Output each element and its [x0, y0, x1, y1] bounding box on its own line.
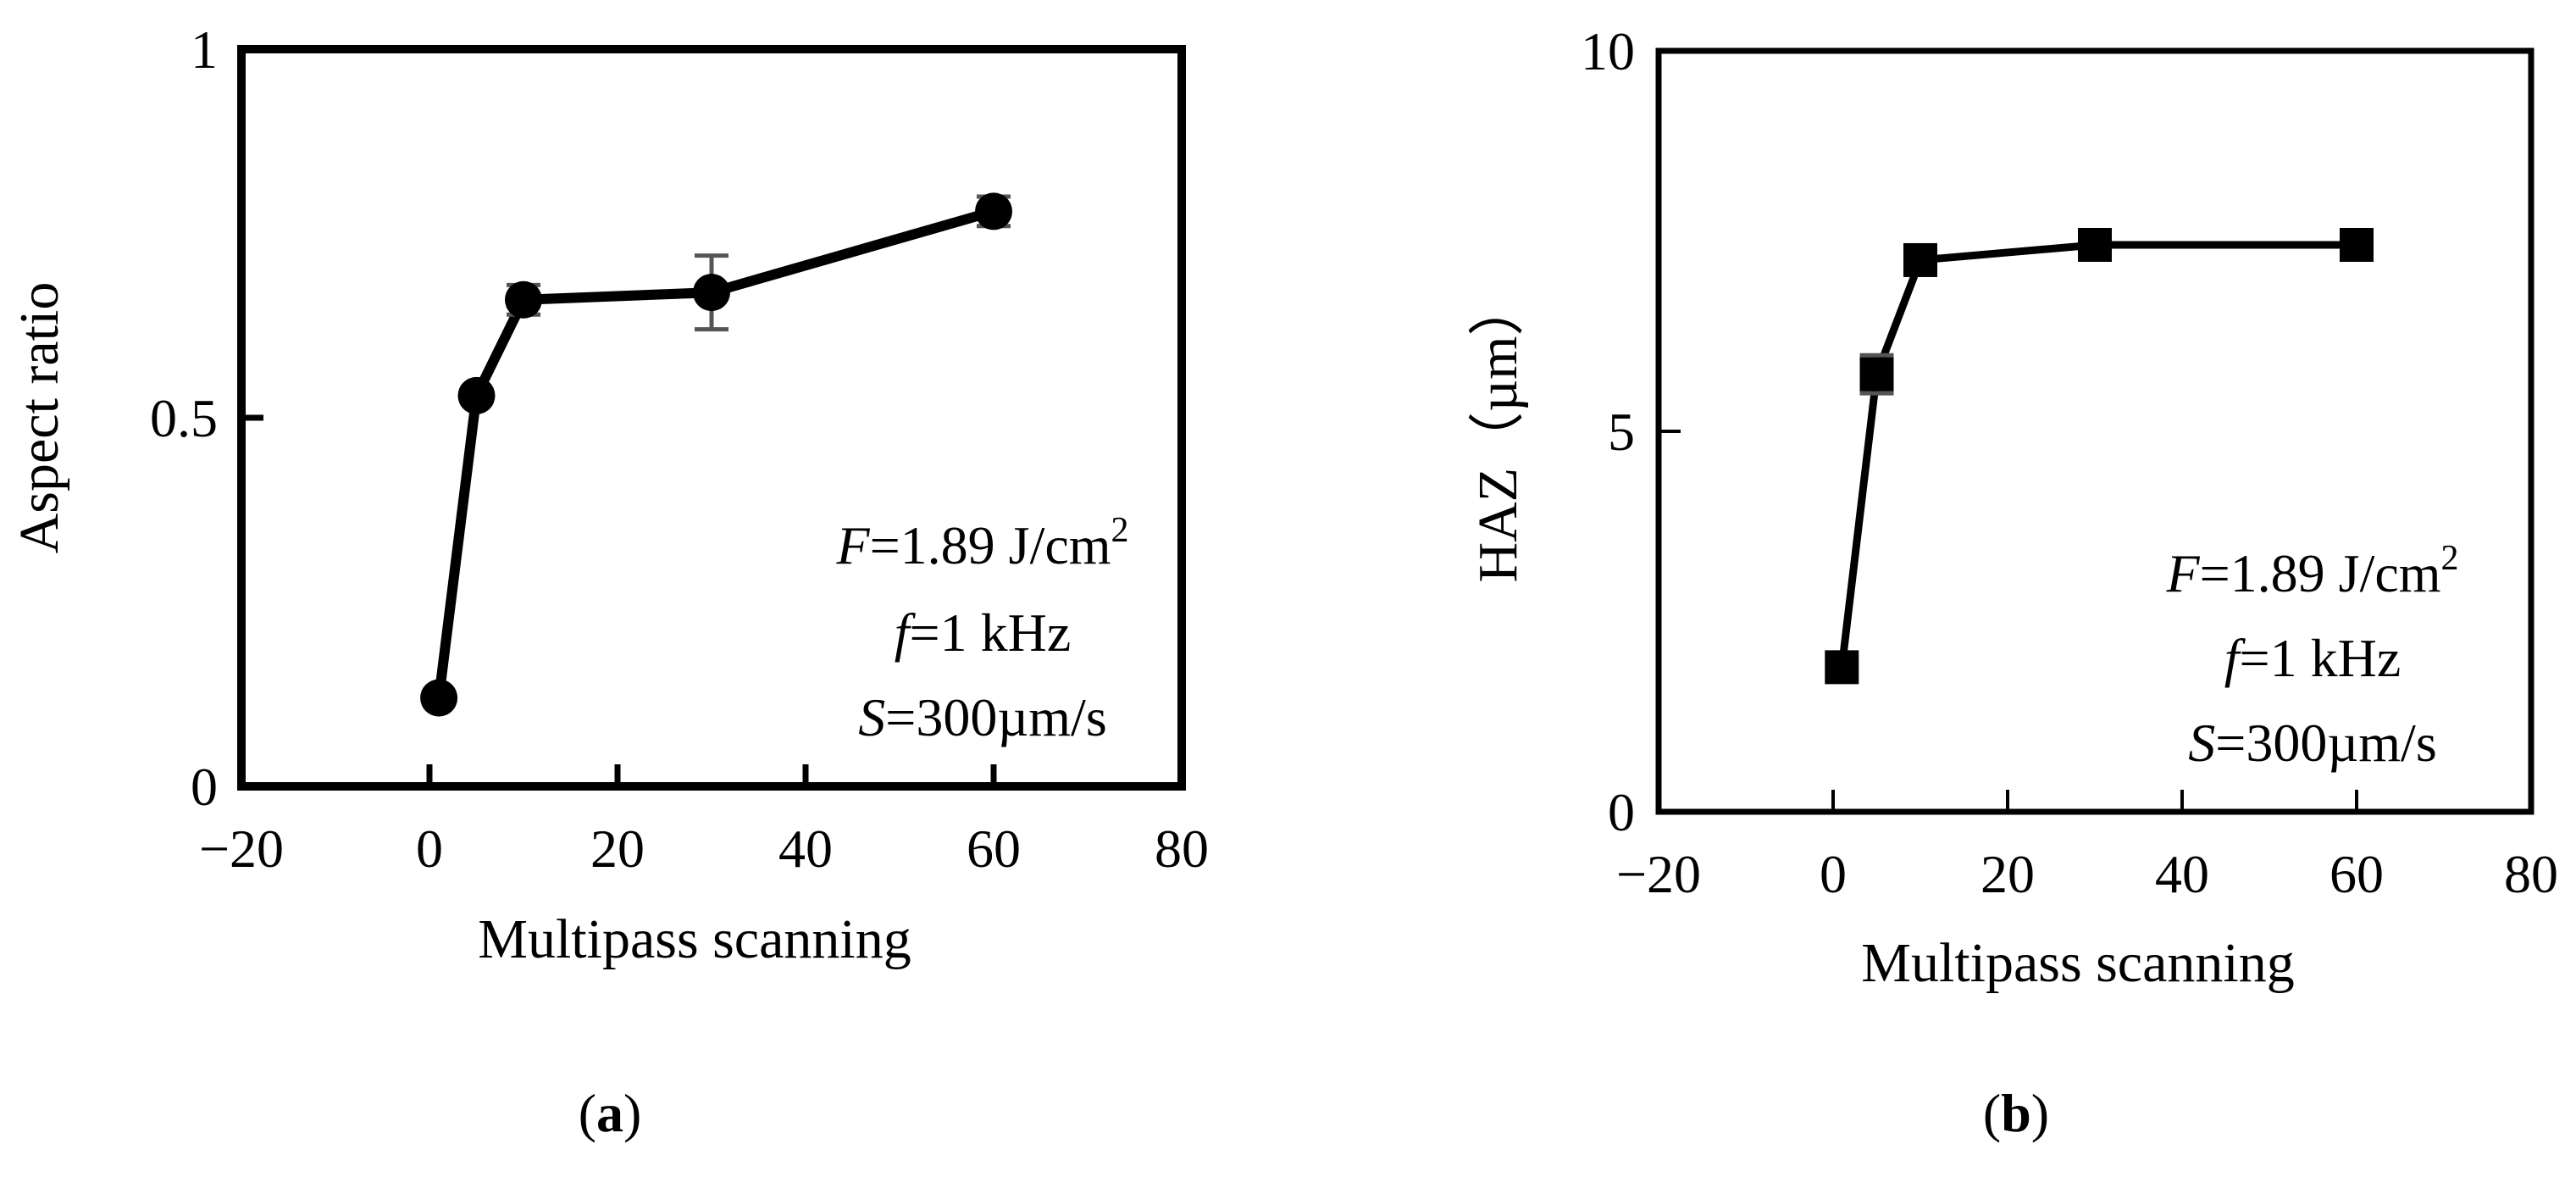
- panel-label-part: ): [623, 1083, 641, 1143]
- panel-label-part: a: [596, 1083, 623, 1143]
- annotation-line: f=1 kHz: [895, 602, 1072, 663]
- data-point: [2078, 227, 2112, 262]
- panel-label: (b): [1983, 1083, 2049, 1143]
- data-point: [1903, 242, 1937, 277]
- y-tick-label: 0: [1608, 782, 1635, 842]
- annotation-symbol: S: [2188, 713, 2215, 773]
- y-tick-label: 5: [1608, 402, 1635, 462]
- panel-label-part: ): [2031, 1083, 2049, 1143]
- annotation-symbol: F: [2165, 543, 2200, 603]
- data-point: [1825, 650, 1859, 685]
- y-tick-label: 1: [191, 19, 218, 80]
- y-tick-label: 0.5: [150, 388, 218, 448]
- x-tick-label: 20: [590, 819, 645, 879]
- data-point: [693, 274, 730, 312]
- x-axis-title: Multipass scanning: [1861, 932, 2294, 994]
- annotation-line: S=300µm/s: [858, 687, 1106, 747]
- data-point: [2340, 227, 2374, 262]
- annotation-superscript: 2: [1111, 511, 1129, 550]
- annotation-line: S=300µm/s: [2188, 713, 2436, 773]
- y-tick-label: 0: [191, 757, 218, 817]
- annotation-line: f=1 kHz: [2224, 628, 2401, 688]
- x-tick-label: 80: [1155, 819, 1209, 879]
- annotation-line: F=1.89 J/cm2: [835, 511, 1128, 575]
- x-tick-label: 20: [1980, 844, 2035, 904]
- annotation-symbol: S: [858, 687, 885, 747]
- x-tick-label: 60: [2329, 844, 2384, 904]
- annotation-value: =1.89 J/cm: [2200, 543, 2441, 603]
- annotation-value: =1 kHz: [2240, 628, 2401, 688]
- x-tick-label: 0: [1820, 844, 1847, 904]
- panel-label: (a): [579, 1083, 642, 1143]
- x-axis-title: Multipass scanning: [478, 908, 911, 970]
- series-line: [1837, 241, 2357, 668]
- annotation-value: =300µm/s: [885, 687, 1106, 747]
- data-point: [505, 280, 542, 319]
- annotation-symbol: F: [835, 515, 870, 575]
- annotation-value: =1.89 J/cm: [870, 515, 1111, 575]
- data-point: [1859, 357, 1894, 391]
- annotation-superscript: 2: [2441, 539, 2459, 578]
- y-tick-label: 10: [1581, 21, 1635, 81]
- data-point: [457, 376, 496, 414]
- annotation-value: =1 kHz: [910, 602, 1072, 663]
- panel-label-part: b: [2001, 1083, 2031, 1143]
- x-tick-label: 60: [967, 819, 1021, 879]
- panel-label-part: (: [579, 1083, 596, 1143]
- y-axis-title: Aspect ratio: [8, 282, 70, 554]
- plot-frame: [237, 45, 1186, 791]
- y-axis-title: HAZ（µm）: [1467, 280, 1529, 582]
- x-tick-label: −20: [199, 819, 284, 879]
- data-point: [420, 679, 458, 717]
- x-tick-label: 0: [416, 819, 443, 879]
- data-point: [975, 192, 1012, 230]
- plot-frame: [1655, 47, 2534, 815]
- x-tick-label: 40: [2155, 844, 2209, 904]
- x-tick-label: 40: [778, 819, 833, 879]
- annotation-line: F=1.89 J/cm2: [2165, 539, 2458, 603]
- annotation-value: =300µm/s: [2215, 713, 2436, 773]
- x-tick-label: −20: [1616, 844, 1701, 904]
- panel-label-part: (: [1983, 1083, 2001, 1143]
- x-tick-label: 80: [2504, 844, 2558, 904]
